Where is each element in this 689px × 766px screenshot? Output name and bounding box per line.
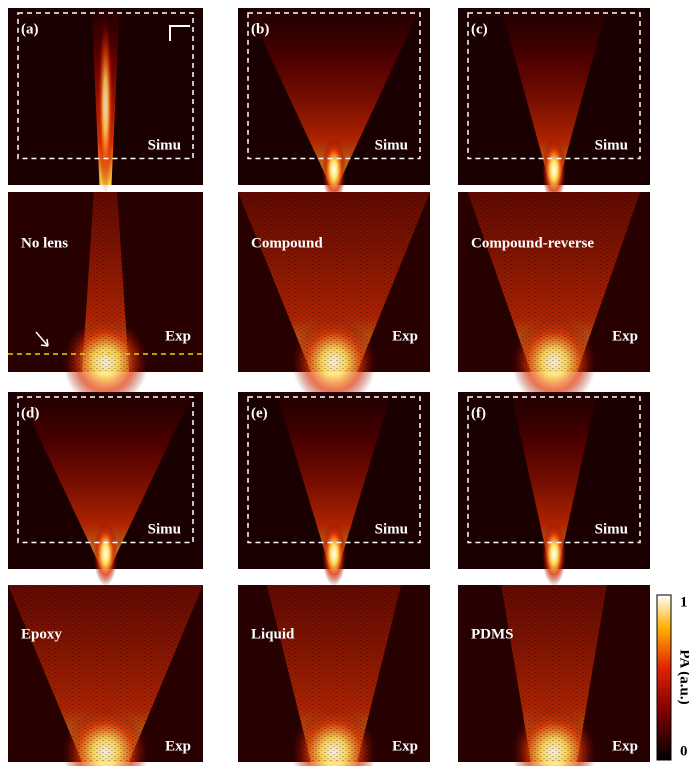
- exp-panel: Epoxy Exp: [8, 585, 203, 766]
- exp-panel: Compound-reverse Exp: [458, 192, 650, 407]
- speckle: [238, 192, 430, 372]
- sim-text: Simu: [148, 137, 181, 153]
- speckle: [238, 585, 430, 762]
- exp-label: Liquid: [251, 626, 295, 642]
- focus: [98, 17, 114, 194]
- focus: [94, 522, 118, 586]
- exp-text: Exp: [612, 738, 638, 754]
- sim-panel: (f) Simu: [458, 392, 650, 586]
- sim-text: Simu: [375, 521, 408, 537]
- exp-text: Exp: [165, 328, 191, 344]
- sim-panel: (c) Simu: [458, 8, 650, 202]
- speckle: [8, 192, 203, 372]
- panel-label: (b): [251, 21, 269, 37]
- exp-text: Exp: [165, 738, 191, 754]
- colorbar: 1 0 PA (a.u.): [657, 594, 689, 760]
- sim-text: Simu: [595, 521, 628, 537]
- focus: [542, 522, 566, 586]
- panel-label: (f): [471, 405, 486, 421]
- sim-panel: (e) Simu: [238, 392, 430, 586]
- exp-label: Compound-reverse: [471, 235, 594, 251]
- exp-label: PDMS: [471, 626, 514, 642]
- colorbar-max: 1: [680, 594, 688, 610]
- panel-label: (a): [21, 21, 39, 37]
- colorbar-title: PA (a.u.): [677, 649, 689, 704]
- exp-panel: Compound Exp: [238, 192, 430, 407]
- exp-text: Exp: [392, 328, 418, 344]
- figure: (a) Simu No lens Exp (b) Simu Compound Exp (c) Si…: [0, 0, 689, 766]
- sim-text: Simu: [595, 137, 628, 153]
- exp-panel: No lens Exp: [8, 192, 203, 407]
- sim-text: Simu: [148, 521, 181, 537]
- exp-panel: PDMS Exp: [458, 585, 650, 766]
- focus: [322, 522, 346, 586]
- panel-label: (e): [251, 405, 268, 421]
- speckle: [458, 585, 650, 762]
- exp-text: Exp: [392, 738, 418, 754]
- colorbar-scale: [657, 595, 671, 760]
- sim-panel: (a) Simu: [8, 8, 203, 194]
- sim-text: Simu: [375, 137, 408, 153]
- panel-label: (d): [21, 405, 39, 421]
- exp-label: Compound: [251, 235, 323, 251]
- colorbar-min: 0: [680, 743, 688, 759]
- exp-label: Epoxy: [21, 626, 62, 642]
- sim-panel: (b) Simu: [238, 8, 430, 202]
- speckle: [8, 585, 203, 762]
- exp-panel: Liquid Exp: [238, 585, 430, 766]
- sim-panel: (d) Simu: [8, 392, 203, 586]
- panel-label: (c): [471, 21, 488, 37]
- speckle: [458, 192, 650, 372]
- exp-text: Exp: [612, 328, 638, 344]
- exp-label: No lens: [21, 235, 68, 251]
